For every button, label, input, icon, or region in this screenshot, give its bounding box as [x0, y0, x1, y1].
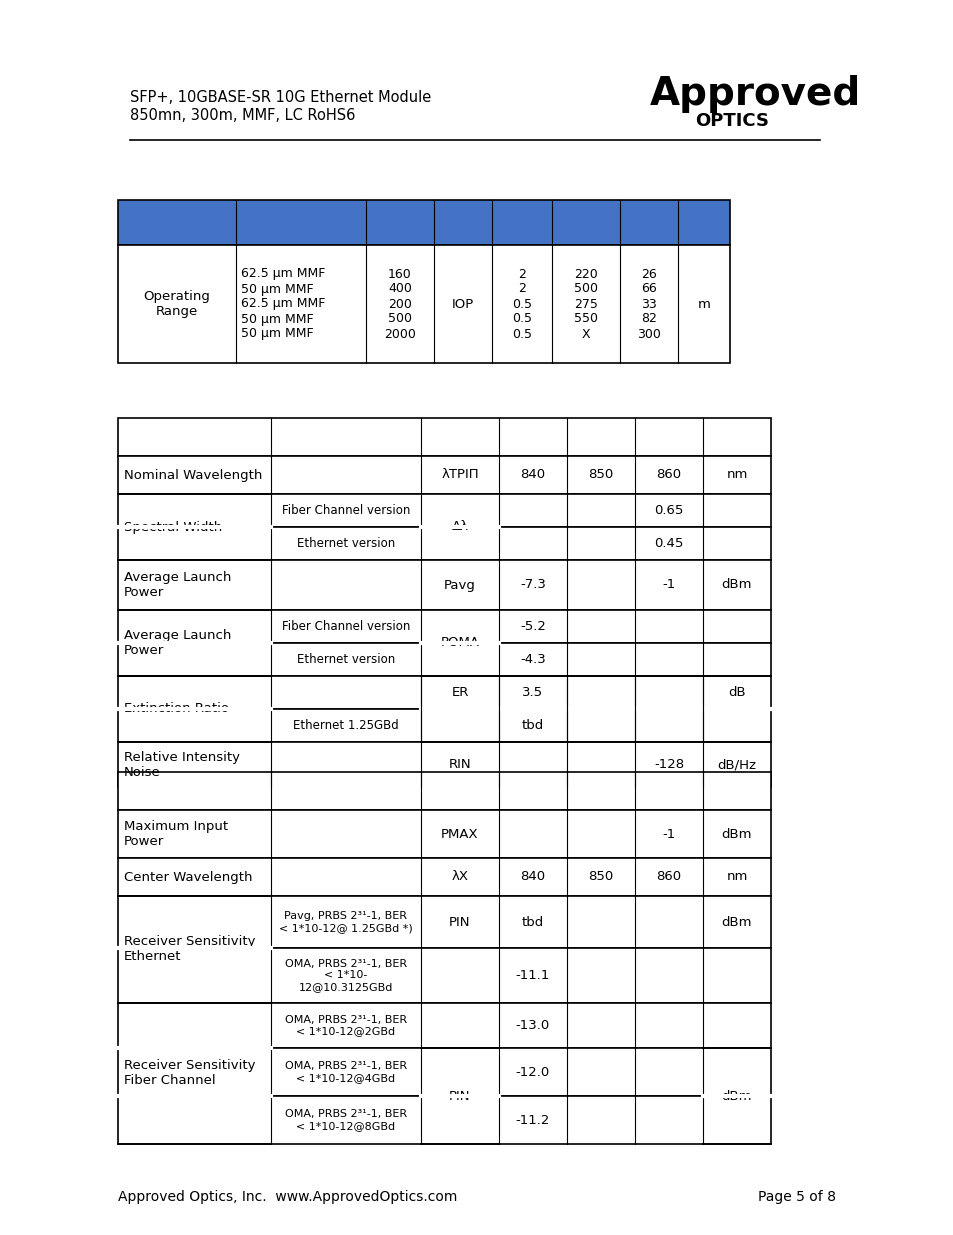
Bar	[118, 1049, 770, 1095]
Text: Fiber Channel version: Fiber Channel version	[281, 504, 410, 517]
Text: OMA, PRBS 2³¹-1, BER
< 1*10-12@2GBd: OMA, PRBS 2³¹-1, BER < 1*10-12@2GBd	[285, 1015, 407, 1036]
Text: Spectral Width: Spectral Width	[124, 520, 222, 534]
Bar	[118, 709, 770, 742]
Text: -11.2: -11.2	[516, 1114, 550, 1126]
Bar	[118, 810, 770, 858]
Text: dBm: dBm	[721, 827, 752, 841]
Bar	[118, 559, 770, 610]
Text: -12.0: -12.0	[516, 1066, 550, 1078]
Text: nm: nm	[725, 468, 747, 482]
Text: -7.3: -7.3	[519, 578, 545, 592]
Bar	[118, 676, 770, 709]
Text: 850mn, 300m, MMF, LC RoHS6: 850mn, 300m, MMF, LC RoHS6	[130, 107, 355, 124]
Bar	[118, 772, 770, 810]
Text: m: m	[697, 298, 710, 310]
Text: 840: 840	[520, 871, 545, 883]
Text: -11.1: -11.1	[516, 969, 550, 982]
Text: Ethernet 1.25GBd: Ethernet 1.25GBd	[293, 719, 398, 732]
Text: PIN: PIN	[449, 915, 470, 929]
Bar	[118, 742, 770, 787]
Text: dBm: dBm	[721, 578, 752, 592]
Bar	[118, 858, 770, 897]
Text: Nominal Wavelength: Nominal Wavelength	[124, 468, 262, 482]
Text: Page 5 of 8: Page 5 of 8	[758, 1191, 835, 1204]
Text: nm: nm	[725, 871, 747, 883]
Text: PMAX: PMAX	[440, 827, 478, 841]
Text: OMA, PRBS 2³¹-1, BER
< 1*10-
12@10.3125GBd: OMA, PRBS 2³¹-1, BER < 1*10- 12@10.3125G…	[285, 958, 407, 992]
Text: -128: -128	[653, 758, 683, 771]
Text: Approved: Approved	[649, 75, 861, 112]
Text: 160
400
200
500
2000: 160 400 200 500 2000	[384, 268, 416, 341]
Text: SFP+, 10GBASE-SR 10G Ethernet Module: SFP+, 10GBASE-SR 10G Ethernet Module	[130, 90, 431, 105]
Bar	[118, 948, 770, 1003]
Text: 2
2
0.5
0.5
0.5: 2 2 0.5 0.5 0.5	[512, 268, 532, 341]
Text: Ethernet version: Ethernet version	[296, 537, 395, 550]
Text: -1: -1	[661, 827, 675, 841]
Text: -1: -1	[661, 578, 675, 592]
Bar	[118, 897, 770, 948]
Text: tbd: tbd	[521, 915, 543, 929]
Text: Receiver Sensitivity
Ethernet: Receiver Sensitivity Ethernet	[124, 935, 255, 963]
Text: Pavg, PRBS 2³¹-1, BER
< 1*10-12@ 1.25GBd *): Pavg, PRBS 2³¹-1, BER < 1*10-12@ 1.25GBd…	[279, 911, 413, 932]
Text: Ethernet version: Ethernet version	[296, 653, 395, 666]
Text: OMA, PRBS 2³¹-1, BER
< 1*10-12@4GBd: OMA, PRBS 2³¹-1, BER < 1*10-12@4GBd	[285, 1061, 407, 1083]
Text: -5.2: -5.2	[519, 620, 545, 634]
Text: dB: dB	[727, 685, 745, 699]
Text: Center Wavelength: Center Wavelength	[124, 871, 253, 883]
Bar	[118, 1003, 770, 1049]
Text: Receiver Sensitivity
Fiber Channel: Receiver Sensitivity Fiber Channel	[124, 1060, 255, 1088]
Text: Operating
Range: Operating Range	[143, 290, 211, 317]
Text: 0.45: 0.45	[654, 537, 683, 550]
Text: -13.0: -13.0	[516, 1019, 550, 1032]
Bar	[118, 1095, 770, 1144]
Text: 0.65: 0.65	[654, 504, 683, 517]
Text: Δλ: Δλ	[451, 520, 468, 534]
Bar	[118, 245, 729, 363]
Text: dB/Hz: dB/Hz	[717, 758, 756, 771]
Text: λTPIΠ: λTPIΠ	[440, 468, 478, 482]
Text: ER: ER	[451, 685, 468, 699]
Text: Fiber Channel version: Fiber Channel version	[281, 620, 410, 634]
Text: 850: 850	[588, 468, 613, 482]
Text: Pavg: Pavg	[443, 578, 476, 592]
Bar	[118, 610, 770, 643]
Text: PIN: PIN	[449, 1089, 470, 1103]
Text: 220
500
275
550
X: 220 500 275 550 X	[574, 268, 598, 341]
Text: 3.5: 3.5	[522, 685, 543, 699]
Text: dBm: dBm	[721, 1089, 752, 1103]
Text: tbd: tbd	[521, 719, 543, 732]
Text: 840: 840	[520, 468, 545, 482]
Text: 860: 860	[656, 871, 680, 883]
Bar	[118, 527, 770, 559]
Text: 860: 860	[656, 468, 680, 482]
Text: Extinction Ratio: Extinction Ratio	[124, 703, 229, 715]
Text: IOP: IOP	[452, 298, 474, 310]
Text: Average Launch
Power: Average Launch Power	[124, 629, 232, 657]
Text: Relative Intensity
Noise: Relative Intensity Noise	[124, 751, 240, 778]
Text: dBm: dBm	[721, 915, 752, 929]
Bar	[118, 456, 770, 494]
Bar	[118, 643, 770, 676]
Bar	[118, 494, 770, 527]
Bar	[118, 417, 770, 456]
Text: Maximum Input
Power: Maximum Input Power	[124, 820, 228, 848]
Text: Approved Optics, Inc.  www.ApprovedOptics.com: Approved Optics, Inc. www.ApprovedOptics…	[118, 1191, 456, 1204]
Text: -4.3: -4.3	[519, 653, 545, 666]
Text: POMA: POMA	[440, 636, 479, 650]
Text: 850: 850	[588, 871, 613, 883]
Text: OPTICS: OPTICS	[695, 112, 768, 130]
Text: OMA, PRBS 2³¹-1, BER
< 1*10-12@8GBd: OMA, PRBS 2³¹-1, BER < 1*10-12@8GBd	[285, 1109, 407, 1131]
Text: λX: λX	[451, 871, 468, 883]
Text: Average Launch
Power: Average Launch Power	[124, 571, 232, 599]
Text: 62.5 μm MMF
50 μm MMF
62.5 μm MMF
50 μm MMF
50 μm MMF: 62.5 μm MMF 50 μm MMF 62.5 μm MMF 50 μm …	[241, 268, 325, 341]
Bar	[118, 200, 729, 245]
Text: 26
66
33
82
300: 26 66 33 82 300	[637, 268, 660, 341]
Text: RIN: RIN	[448, 758, 471, 771]
